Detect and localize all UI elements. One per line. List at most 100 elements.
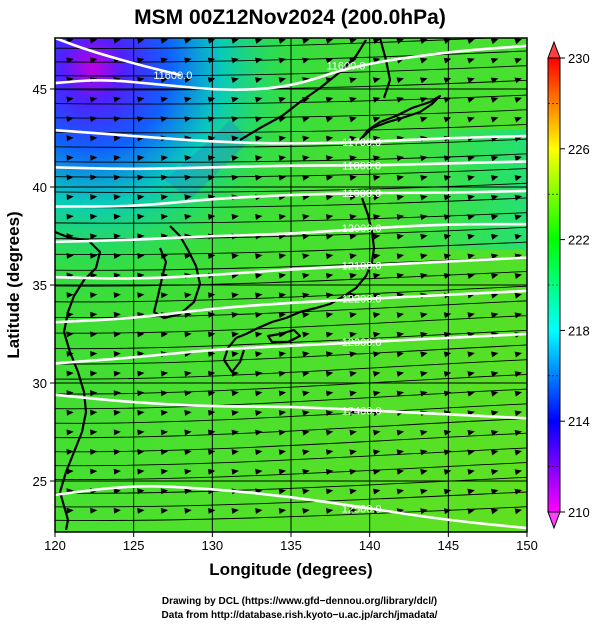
wind-arrow [207, 155, 216, 162]
wind-arrow [349, 174, 357, 181]
streamline [55, 491, 527, 508]
wind-arrow [443, 469, 452, 475]
taiwan-coast [58, 491, 70, 531]
wind-arrow [325, 155, 334, 162]
wind-arrow [373, 272, 381, 279]
wind-arrow [514, 273, 523, 280]
wind-arrow [325, 351, 334, 358]
x-tick-label: 130 [201, 538, 223, 553]
wind-arrow [255, 370, 263, 377]
wind-arrow [278, 155, 287, 162]
wind-arrow [207, 429, 216, 436]
wind-arrow [372, 38, 381, 44]
wind-arrow [349, 429, 357, 436]
wind-arrow [184, 409, 192, 416]
contour-line [55, 332, 527, 365]
x-axis: 120 125 130 135 140 145 150 [44, 532, 538, 553]
wind-arrow [207, 311, 216, 318]
streamline [55, 38, 498, 49]
wind-arrow [349, 38, 357, 44]
wind-arrow [349, 272, 357, 279]
wind-arrow [302, 155, 310, 162]
y-tick-label: 30 [33, 376, 47, 391]
wind-arrow [349, 370, 357, 377]
wind-arrow [325, 429, 334, 436]
wind-arrow [396, 351, 405, 358]
wind-arrow [302, 390, 310, 397]
wind-arrow [66, 468, 74, 475]
wind-arrow [184, 507, 192, 514]
wind-arrow [137, 390, 145, 397]
wind-arrow [66, 135, 74, 142]
wind-arrow [372, 116, 381, 123]
contour-label: 12000.0 [342, 223, 382, 235]
wind-arrow [490, 371, 499, 378]
colorbar-tick-label: 222 [568, 233, 590, 248]
wind-arrow [467, 390, 475, 397]
wind-arrow [137, 116, 145, 123]
contour-line [55, 485, 527, 530]
wind-arrow [373, 370, 381, 377]
wind-arrow [396, 155, 405, 162]
contour-label: 12200.0 [342, 294, 382, 306]
wind-arrow [278, 468, 287, 475]
wind-arrow [207, 96, 216, 103]
wind-arrow [137, 213, 145, 220]
wind-arrow [137, 468, 145, 475]
streamline [55, 403, 527, 424]
wind-arrow [467, 155, 475, 162]
wind-arrow [349, 449, 357, 456]
wind-arrow [137, 292, 145, 299]
streamline [55, 212, 527, 224]
wind-arrow [302, 370, 310, 377]
wind-arrow [255, 253, 263, 260]
wind-arrow [231, 116, 239, 123]
wind-arrow [278, 488, 287, 495]
wind-arrow [373, 468, 381, 475]
wind-arrow [231, 77, 239, 84]
wind-arrow [137, 194, 145, 201]
contour-line [55, 222, 527, 244]
wind-arrow [443, 351, 452, 358]
wind-arrow [90, 311, 98, 318]
streamline [55, 79, 527, 91]
wind-arrow [396, 77, 405, 84]
wind-arrow [514, 175, 523, 181]
colorbar-tick-label: 226 [568, 142, 590, 157]
streamline [55, 315, 527, 334]
wind-arrow [184, 194, 192, 201]
wind-arrow [207, 135, 216, 142]
wind-arrow [396, 371, 405, 377]
wind-arrow [490, 429, 499, 436]
wind-arrow [396, 272, 405, 279]
wind-arrow [184, 449, 192, 456]
contour-line [55, 128, 527, 145]
wind-arrow [137, 351, 145, 357]
japan-hokkaido-coast [359, 94, 442, 141]
wind-arrow [349, 468, 357, 475]
russia-coast [239, 39, 367, 141]
wind-arrow [514, 371, 523, 378]
wind-arrow [514, 429, 523, 436]
streamline [55, 388, 527, 410]
wind-arrow [184, 155, 192, 162]
grid [55, 38, 527, 532]
wind-arrow [160, 292, 169, 299]
wind-arrow [160, 468, 169, 475]
wind-arrow [90, 331, 98, 338]
wind-arrow [467, 273, 475, 279]
wind-arrow [514, 351, 523, 358]
wind-arrow [443, 312, 452, 319]
wind-arrow [90, 213, 98, 220]
wind-arrow [255, 135, 263, 142]
wind-arrow [396, 194, 405, 201]
wind-arrow [396, 38, 405, 44]
wind-arrow [325, 488, 334, 495]
wind-arrow [373, 233, 381, 240]
wind-arrow [113, 292, 121, 299]
wind-arrow [396, 469, 405, 475]
wind-arrow [467, 97, 475, 103]
wind-arrow [514, 233, 523, 240]
streamline [55, 153, 527, 163]
wind-arrow [349, 155, 357, 162]
